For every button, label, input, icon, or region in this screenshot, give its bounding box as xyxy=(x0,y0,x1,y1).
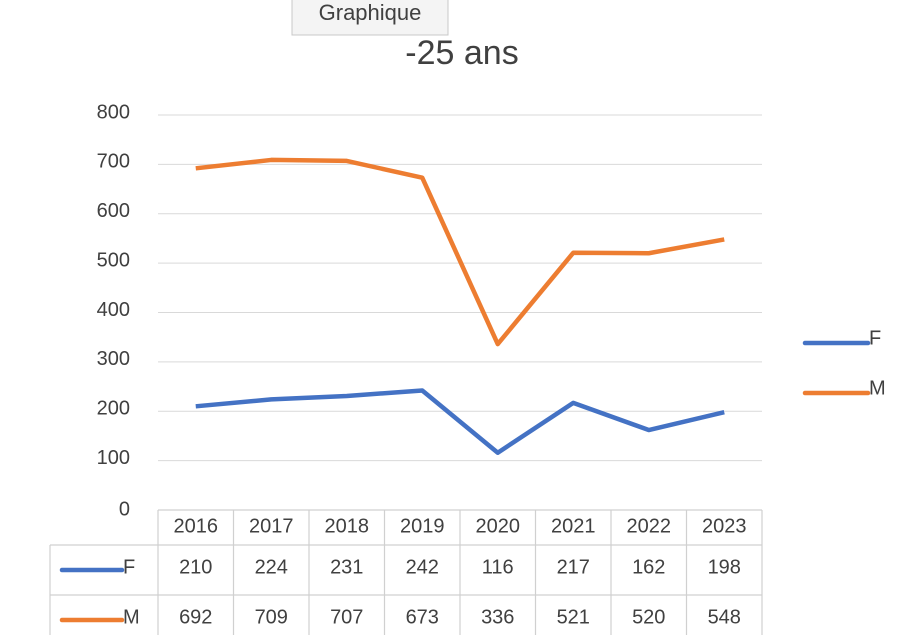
table-value: 520 xyxy=(632,606,665,628)
x-tick-label: 2017 xyxy=(249,515,294,537)
y-tick-label: 100 xyxy=(97,447,130,469)
line-series xyxy=(195,388,725,455)
table-value: 242 xyxy=(406,556,439,578)
table-value: 210 xyxy=(179,556,212,578)
y-tick-label: 800 xyxy=(97,101,130,123)
table-row-label: F xyxy=(123,556,135,578)
table-value: 217 xyxy=(557,556,590,578)
table-value: 162 xyxy=(632,556,665,578)
y-tick-label: 500 xyxy=(97,249,130,271)
y-tick-label: 200 xyxy=(97,398,130,420)
x-tick-label: 2020 xyxy=(476,515,521,537)
table-value: 707 xyxy=(330,606,363,628)
x-tick-label: 2023 xyxy=(702,515,747,537)
table-value: 116 xyxy=(482,556,514,578)
y-tick-label: 400 xyxy=(97,299,130,321)
table-value: 198 xyxy=(708,556,741,578)
x-tick-label: 2019 xyxy=(400,515,445,537)
legend-label: M xyxy=(869,377,886,399)
table-value: 548 xyxy=(708,606,741,628)
table-value: 231 xyxy=(330,556,363,578)
table-row-label: M xyxy=(123,606,140,628)
y-tick-label: 700 xyxy=(97,151,130,173)
chart-title: -25 ans xyxy=(405,34,518,72)
y-tick-label: 600 xyxy=(97,200,130,222)
x-tick-label: 2018 xyxy=(325,515,370,537)
x-tick-label: 2016 xyxy=(174,515,219,537)
tooltip-box xyxy=(291,0,449,36)
tooltip: Graphique xyxy=(319,0,422,25)
table-value: 336 xyxy=(481,606,514,628)
table-value: 521 xyxy=(557,606,590,628)
x-tick-label: 2021 xyxy=(551,515,596,537)
legend-label: F xyxy=(869,327,881,349)
table-value: 224 xyxy=(255,556,288,578)
table-value: 673 xyxy=(406,606,439,628)
y-tick-label: 300 xyxy=(97,348,130,370)
x-tick-label: 2022 xyxy=(627,515,672,537)
line-series xyxy=(195,157,725,347)
y-tick-label: 0 xyxy=(119,498,130,520)
table-value: 709 xyxy=(255,606,288,628)
table-value: 692 xyxy=(179,606,212,628)
